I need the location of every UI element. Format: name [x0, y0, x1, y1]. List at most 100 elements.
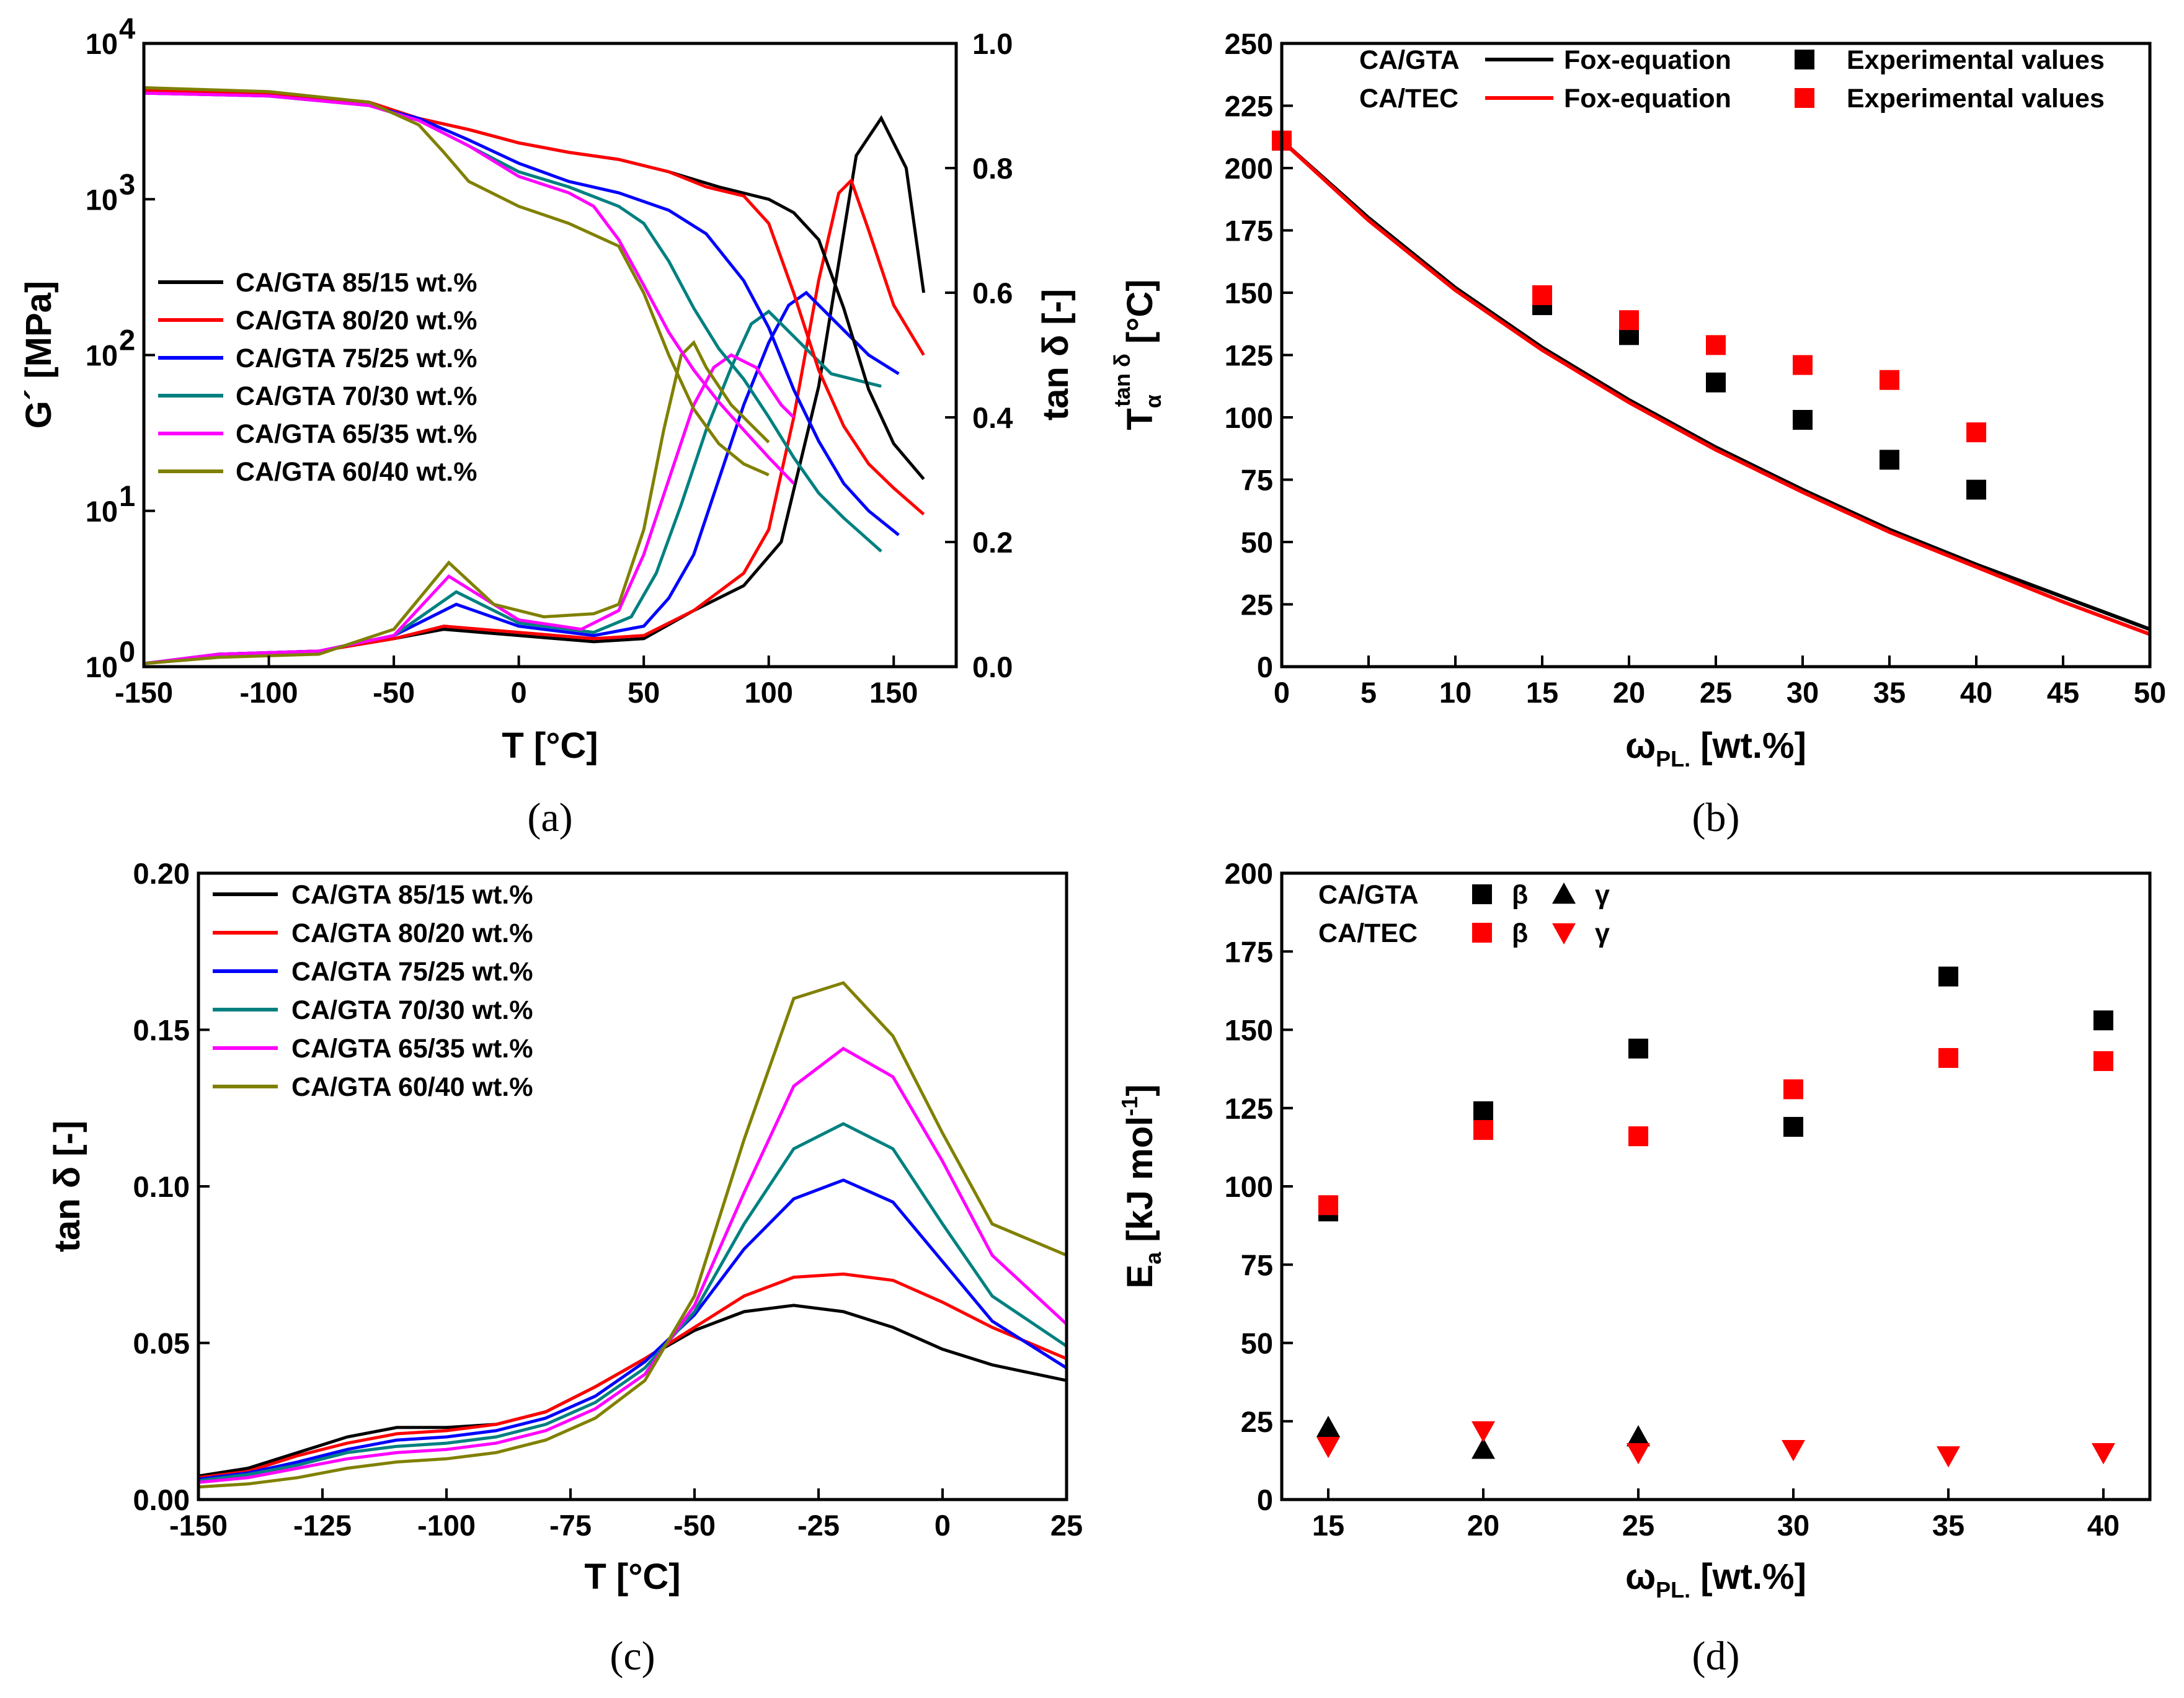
panel-d-gta-beta-point: [1783, 1117, 1803, 1137]
panel-b-legend-line-label: Fox-equation: [1564, 45, 1731, 75]
panel-a-y-left-tick-exponent: 1: [119, 479, 135, 512]
panel-a-y-right-tick-label: 0.2: [972, 526, 1013, 559]
panel-b-y-axis-ticks: 0 25 50 75 100 125 150 175 200 225 250: [1225, 27, 1293, 683]
panel-d-y-tick-label: 125: [1225, 1092, 1273, 1125]
panel-b-y-tick-label: 75: [1241, 464, 1273, 497]
panel-b-legend-marker-label: Experimental values: [1847, 84, 2105, 113]
panel-b-x-tick-label: 40: [1960, 676, 1992, 709]
panel-d-gta-gamma-point: [1472, 1438, 1495, 1459]
panel-d-tec-beta-point: [1783, 1079, 1803, 1100]
panel-b-y-tick-label: 225: [1225, 90, 1273, 123]
panel-a-y-right-tick-label: 0.8: [972, 152, 1013, 185]
panel-b-x-tick-label: 30: [1787, 676, 1819, 709]
panel-b-y-tick-label: 200: [1225, 152, 1273, 185]
panel-c-y-tick-label: 0.05: [133, 1327, 190, 1360]
panel-b-exp-point-gta: [1706, 372, 1726, 393]
panel-d-y-tick-label: 50: [1241, 1327, 1273, 1360]
panel-d-y-tick-label: 0: [1257, 1483, 1273, 1516]
panel-b-y-label-sup: tan δ: [1109, 353, 1135, 407]
panel-d-y-tick-label: 200: [1225, 857, 1273, 890]
panel-d-tec-beta-point: [1628, 1126, 1648, 1147]
panel-b-x-tick-label: 5: [1361, 676, 1377, 709]
panel-a-modulus-curves: [143, 86, 925, 553]
panel-a-legend: CA/GTA 85/15 wt.% CA/GTA 80/20 wt.% CA/GTA…: [158, 268, 477, 487]
panel-d-legend: CA/GTA β γ CA/TEC β γ: [1318, 880, 1610, 948]
panel-b-exp-point-tec: [1793, 355, 1813, 375]
panel-d-y-tick-label: 25: [1241, 1405, 1273, 1438]
panel-d-y-tick-label: 75: [1241, 1248, 1273, 1281]
panel-d-y-tick-label: 150: [1225, 1014, 1273, 1047]
panel-c-y-tick-label: 0.00: [133, 1483, 190, 1516]
panel-d-x-axis-label: ωPL. [wt.%]: [1625, 1557, 1806, 1602]
panel-a-x-tick-label: 100: [744, 676, 792, 709]
panel-c-legend-label: CA/GTA 85/15 wt.%: [291, 880, 533, 910]
panel-a-y-left-tick-exponent: 4: [119, 12, 135, 45]
panel-a-legend-label: CA/GTA 60/40 wt.%: [236, 457, 477, 487]
panel-b-fox-line-gta: [1281, 139, 2151, 631]
panel-a-tan-delta-line-6: [143, 340, 770, 665]
panel-d-plot-frame: [1280, 871, 2152, 1501]
panel-a-tan-delta-curves: [143, 115, 926, 665]
panel-c-series-line-6: [198, 980, 1067, 1489]
panel-b-y-tick-label: 250: [1225, 27, 1273, 60]
panel-c-x-tick-label: -75: [549, 1509, 592, 1542]
panel-a-y-right-tick-label: 1.0: [972, 27, 1013, 60]
panel-b-legend-group: CA/GTA: [1359, 45, 1460, 75]
panel-b-exp-point-tec: [1532, 285, 1552, 306]
panel-d-y-tick-label: 100: [1225, 1170, 1273, 1203]
panel-b-y-tick-label: 150: [1225, 277, 1273, 309]
panel-b-legend-marker-swatch: [1795, 88, 1814, 108]
panel-d-caption: (d): [1692, 1634, 1740, 1679]
panel-c-x-axis-label: T [°C]: [584, 1557, 680, 1597]
panel-d-gta-beta-point: [2093, 1010, 2113, 1031]
panel-d-y-axis-label: Ea [kJ mol-1]: [1117, 1084, 1166, 1288]
panel-b-glass-transition-chart: 0 5 10 15 20 25 30 35 40 45 50 0 25 50 75 100 125 150 175…: [1109, 27, 2166, 840]
panel-b-x-label-rest: [wt.%]: [1690, 726, 1806, 766]
panel-a-y-right-label: tan δ [-]: [1036, 289, 1076, 420]
panel-b-caption: (b): [1692, 795, 1740, 840]
panel-c-caption: (c): [610, 1634, 655, 1679]
panel-a-y-right-tick-label: 0.4: [972, 401, 1013, 434]
panel-d-plot-area: [1316, 966, 2115, 1468]
panel-a-y-left-tick-label: 10: [86, 339, 118, 372]
panel-c-x-tick-label: -100: [417, 1509, 476, 1542]
panel-b-x-axis-label: ωPL. [wt.%]: [1625, 726, 1806, 771]
panel-b-x-tick-label: 15: [1526, 676, 1558, 709]
panel-c-series-line-3: [198, 1178, 1068, 1481]
panel-b-y-tick-label: 175: [1225, 215, 1273, 247]
panel-b-x-label-sub: PL.: [1656, 746, 1690, 771]
panel-d-gta-beta-point: [1628, 1038, 1648, 1059]
panel-d-gta-beta-point: [1938, 966, 1958, 987]
panel-a-modulus-line-2: [143, 89, 925, 516]
panel-c-legend-label: CA/GTA 70/30 wt.%: [291, 995, 533, 1025]
panel-a-y-left-tick-exponent: 0: [119, 635, 135, 668]
panel-b-x-label-main: ω: [1625, 726, 1656, 766]
panel-d-tec-gamma-point: [1937, 1446, 1960, 1468]
panel-b-exp-point-gta: [1880, 450, 1899, 470]
panel-b-y-axis-label: Tα tan δ [°C]: [1109, 279, 1166, 430]
panel-b-legend-line-label: Fox-equation: [1564, 84, 1731, 113]
panel-b-y-label-main: T: [1120, 408, 1160, 430]
panel-b-x-tick-label: 25: [1700, 676, 1732, 709]
panel-b-legend-marker-swatch: [1795, 50, 1814, 69]
panel-d-x-label-sub: PL.: [1656, 1577, 1690, 1602]
panel-d-tec-gamma-point: [1782, 1440, 1805, 1462]
panel-a-y-left-tick-exponent: 2: [119, 324, 135, 357]
panel-c-x-tick-label: -150: [169, 1509, 228, 1542]
panel-a-legend-label: CA/GTA 65/35 wt.%: [236, 419, 477, 449]
panel-d-x-tick-label: 20: [1467, 1509, 1499, 1542]
panel-d-legend-group: CA/TEC: [1318, 918, 1418, 948]
panel-a-tan-delta-line-2: [143, 177, 925, 665]
panel-d-legend-beta-label: β: [1512, 880, 1528, 910]
panel-b-y-tick-label: 0: [1257, 651, 1273, 683]
panel-b-legend-marker-label: Experimental values: [1847, 45, 2105, 75]
panel-b-exp-point-tec: [1619, 310, 1639, 331]
panel-c-curves: [198, 980, 1068, 1489]
panel-a-x-tick-label: -50: [373, 676, 415, 709]
panel-c-legend-label: CA/GTA 65/35 wt.%: [291, 1034, 533, 1064]
panel-d-tec-gamma-point: [1472, 1421, 1495, 1442]
panel-a-x-axis-label: T [°C]: [502, 726, 598, 766]
panel-b-plot-frame: [1280, 42, 2152, 669]
panel-d-tec-beta-point: [1473, 1120, 1493, 1140]
panel-b-plot-area: [1272, 130, 2151, 636]
